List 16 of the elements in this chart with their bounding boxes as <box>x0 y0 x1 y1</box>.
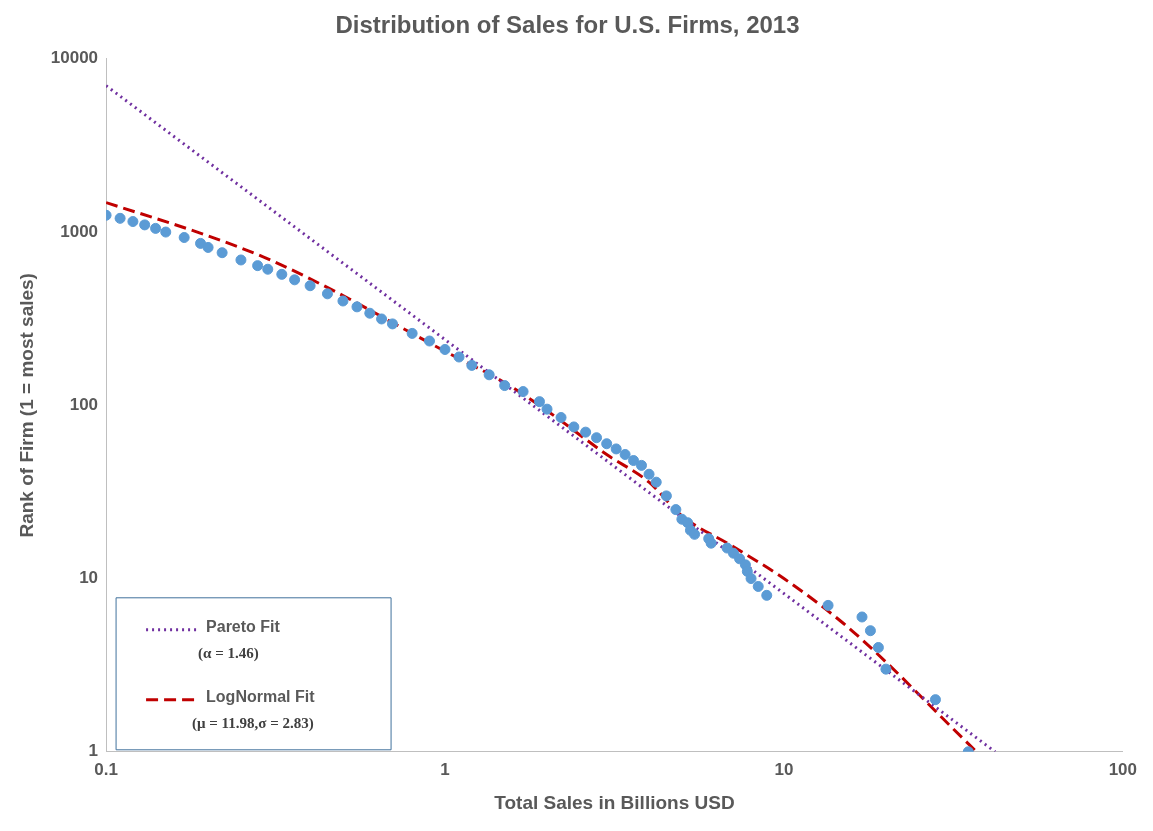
y-tick-label: 10 <box>79 568 99 588</box>
y-tick-label: 10000 <box>50 48 99 68</box>
x-tick-label: 0.1 <box>94 759 118 779</box>
y-tick-label: 1000 <box>60 221 99 241</box>
y-tick-label: 100 <box>69 394 99 414</box>
legend-label: LogNormal Fit <box>206 688 316 706</box>
y-axis-title: Rank of Firm (1 = most sales) <box>15 273 37 538</box>
x-tick-label: 1 <box>440 759 450 779</box>
x-axis-title: Total Sales in Billions USD <box>494 791 735 813</box>
x-tick-label: 10 <box>774 759 794 779</box>
x-tick-label: 100 <box>1108 759 1138 779</box>
legend-label: Pareto Fit <box>206 618 281 636</box>
annotation: (μ = 11.98,σ = 2.83) <box>192 714 314 732</box>
annotation: (α = 1.46) <box>198 644 259 662</box>
y-tick-label: 1 <box>88 741 99 761</box>
chart-title: Distribution of Sales for U.S. Firms, 2013 <box>335 11 800 39</box>
